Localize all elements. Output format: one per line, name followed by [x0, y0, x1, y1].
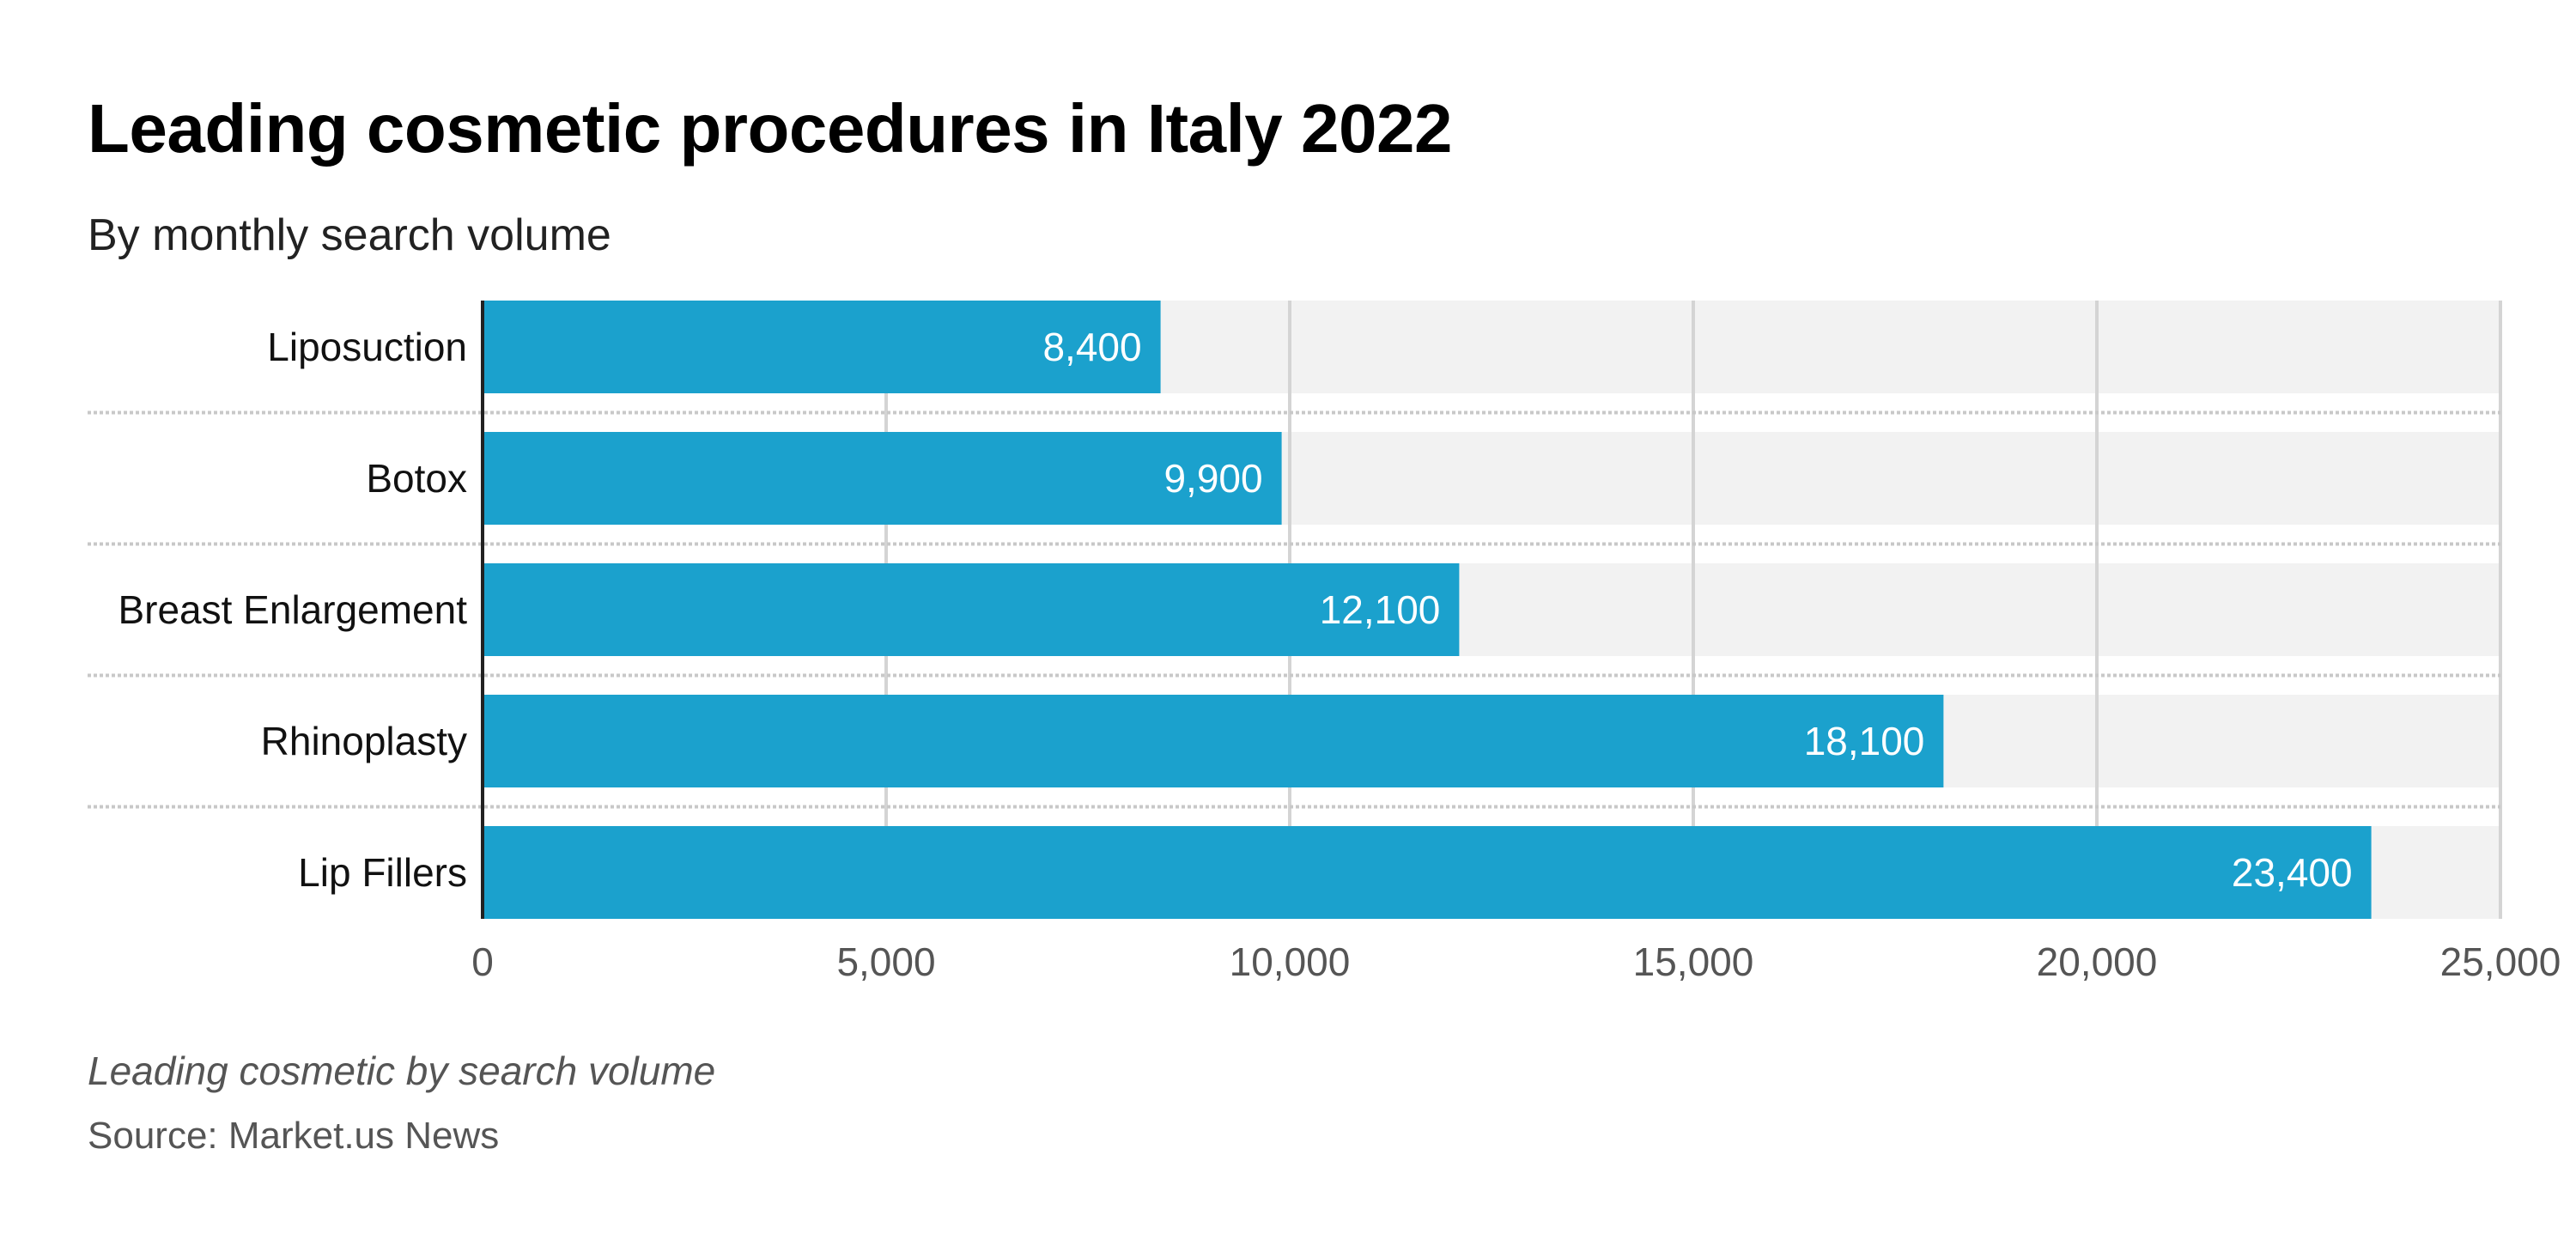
bar: [483, 695, 1944, 787]
bar: [483, 563, 1460, 656]
category-label: Liposuction: [267, 325, 467, 369]
bar: [483, 826, 2372, 919]
chart-source: Source: Market.us News: [88, 1115, 500, 1157]
value-label: 18,100: [1804, 719, 1925, 763]
value-label: 9,900: [1163, 456, 1262, 501]
value-label: 12,100: [1320, 587, 1441, 632]
chart-subtitle: By monthly search volume: [88, 210, 611, 260]
value-label: 8,400: [1042, 325, 1141, 369]
chart-note: Leading cosmetic by search volume: [88, 1049, 716, 1093]
x-tick-label: 25,000: [2440, 939, 2561, 984]
x-tick-label: 0: [471, 939, 494, 984]
category-label: Breast Enlargement: [118, 587, 467, 632]
bar: [483, 301, 1161, 393]
bar: [483, 432, 1282, 525]
category-label: Botox: [366, 456, 467, 501]
x-tick-label: 5,000: [836, 939, 935, 984]
category-label: Rhinoplasty: [261, 719, 467, 763]
x-tick-label: 10,000: [1230, 939, 1351, 984]
chart-title: Leading cosmetic procedures in Italy 202…: [88, 90, 1453, 167]
x-tick-label: 20,000: [2037, 939, 2158, 984]
value-label: 23,400: [2232, 850, 2353, 895]
category-label: Lip Fillers: [298, 850, 467, 895]
x-tick-label: 15,000: [1633, 939, 1754, 984]
